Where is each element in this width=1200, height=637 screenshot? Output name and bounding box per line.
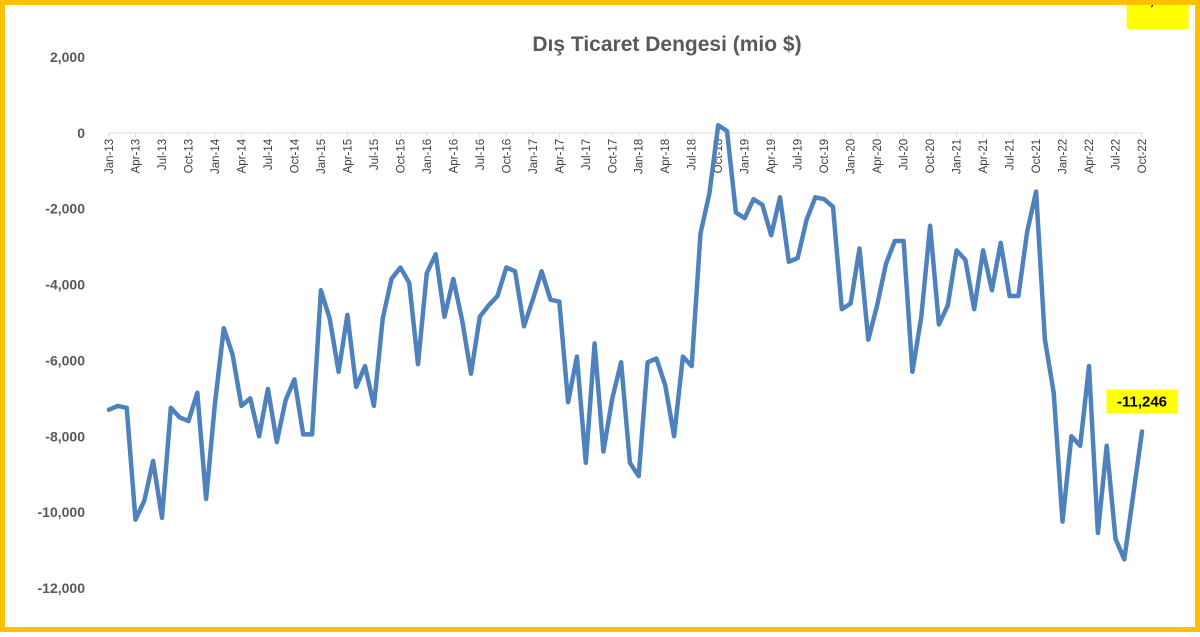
y-tick-label: 0 xyxy=(77,125,85,141)
data-labels: -11,246 -7,874 xyxy=(1106,5,1189,414)
chart-title: Dış Ticaret Dengesi (mio $) xyxy=(532,33,801,56)
x-tick-label: Apr-17 xyxy=(554,139,566,174)
data-label: -7,874 xyxy=(1136,5,1179,9)
series-line xyxy=(106,123,1145,562)
x-tick-label: Oct-15 xyxy=(395,139,407,174)
x-tick-label: Jul-18 xyxy=(687,139,699,170)
y-tick-label: -10,000 xyxy=(38,504,86,520)
y-tick-label: -2,000 xyxy=(45,201,85,217)
x-tick-label: Apr-22 xyxy=(1084,139,1096,174)
x-tick-label: Apr-21 xyxy=(978,139,990,174)
line-chart: Dış Ticaret Dengesi (mio $) 2,000 0 -2,000… xyxy=(38,5,1189,596)
x-tick-label: Apr-13 xyxy=(130,139,142,174)
series-group xyxy=(106,123,1145,562)
x-tick-label: Oct-21 xyxy=(1031,139,1043,174)
x-tick-label: Oct-19 xyxy=(819,139,831,174)
x-tick-label: Jul-13 xyxy=(157,139,169,170)
x-tick-label: Jan-17 xyxy=(528,139,540,174)
x-tick-label: Apr-20 xyxy=(872,139,884,174)
x-tick-label: Apr-15 xyxy=(342,139,354,174)
x-tick-label: Jan-19 xyxy=(740,139,752,174)
x-tick-label: Oct-13 xyxy=(183,139,195,174)
x-tick-label: Oct-16 xyxy=(501,139,513,174)
y-tick-label: -4,000 xyxy=(45,277,85,293)
x-tick-label: Oct-22 xyxy=(1137,139,1149,174)
x-tick-label: Jul-19 xyxy=(793,139,805,170)
x-tick-label: Jan-15 xyxy=(316,139,328,174)
x-tick-label: Jul-15 xyxy=(369,139,381,170)
x-tick-label: Jul-22 xyxy=(1111,139,1123,170)
data-label-box xyxy=(1126,5,1189,29)
x-tick-label: Apr-16 xyxy=(448,139,460,174)
x-tick-label: Jan-13 xyxy=(104,139,116,174)
x-tick-label: Jan-14 xyxy=(210,138,222,174)
y-axis-tick-labels: 2,000 0 -2,000 -4,000 -6,000 -8,000 -10,000 -12… xyxy=(38,49,86,596)
x-tick-label: Apr-14 xyxy=(236,138,248,173)
y-tick-label: 2,000 xyxy=(50,49,85,65)
y-tick-label: -6,000 xyxy=(45,352,85,368)
y-tick-label: -12,000 xyxy=(38,580,86,596)
x-tick-label: Jan-20 xyxy=(846,139,858,174)
x-tick-label: Jul-17 xyxy=(581,139,593,170)
x-tick-label: Apr-18 xyxy=(660,139,672,174)
x-axis-tick-labels: Jan-13 Apr-13 Jul-13 Oct-13 Jan-14 Apr-14 Jul-… xyxy=(104,132,1149,174)
x-tick-label: Oct-14 xyxy=(289,138,301,173)
x-tick-label: Jul-16 xyxy=(475,139,487,170)
x-tick-label: Jan-16 xyxy=(422,139,434,174)
x-tick-label: Jan-22 xyxy=(1058,139,1070,174)
x-tick-label: Apr-19 xyxy=(766,139,778,174)
x-tick-label: Jan-21 xyxy=(952,139,964,174)
x-tick-label: Jul-14 xyxy=(263,138,275,170)
y-tick-label: -8,000 xyxy=(45,428,85,444)
x-tick-label: Jan-18 xyxy=(634,139,646,174)
data-label: -11,246 xyxy=(1117,394,1167,411)
x-tick-label: Oct-20 xyxy=(925,139,937,174)
x-tick-label: Jul-21 xyxy=(1005,139,1017,170)
x-tick-label: Oct-17 xyxy=(607,139,619,174)
x-tick-label: Jul-20 xyxy=(899,139,911,170)
data-label-box xyxy=(1106,389,1178,414)
